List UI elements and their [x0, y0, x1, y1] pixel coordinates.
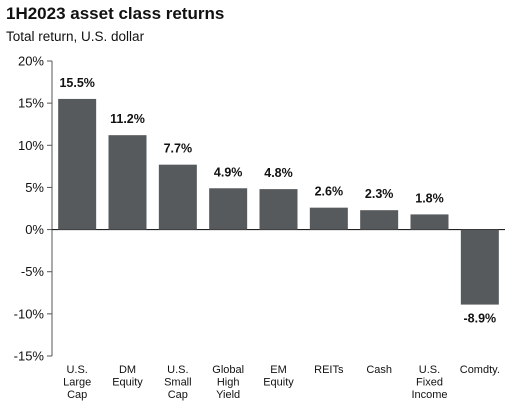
x-tick-label: U.S. Large Cap — [63, 364, 91, 401]
x-tick-label: DM Equity — [112, 364, 143, 389]
x-tick-label: Global High Yield — [212, 364, 244, 401]
y-tick-label: -10% — [14, 306, 45, 321]
bar — [460, 229, 499, 305]
x-tick-label: REITs — [314, 364, 344, 376]
bar — [108, 135, 147, 230]
data-label: 2.3% — [365, 187, 394, 201]
x-tick-label: Comdty. — [460, 364, 500, 376]
y-tick-label: 20% — [18, 54, 44, 69]
y-tick-label: 0% — [25, 222, 44, 237]
data-label: 2.6% — [315, 185, 344, 199]
x-tick-label: EM Equity — [263, 364, 294, 389]
y-tick-label: 10% — [18, 138, 44, 153]
bar — [259, 189, 298, 230]
bar — [158, 164, 197, 230]
y-tick-label: -5% — [21, 264, 45, 279]
chart-title: 1H2023 asset class returns — [6, 4, 225, 23]
data-label: 11.2% — [110, 112, 145, 126]
bar — [209, 188, 248, 230]
bar — [58, 98, 97, 230]
data-label: 4.8% — [264, 166, 293, 180]
bar — [309, 207, 348, 230]
x-tick-label: U.S. Fixed Income — [411, 364, 447, 401]
data-label: 15.5% — [59, 76, 94, 90]
x-tick-label: Cash — [366, 364, 392, 376]
data-label: 7.7% — [164, 142, 193, 156]
data-label: 4.9% — [214, 165, 243, 179]
data-label: 1.8% — [415, 191, 444, 205]
data-label: -8.9% — [464, 312, 497, 326]
x-tick-label: U.S. Small Cap — [164, 364, 192, 401]
bar — [410, 214, 449, 230]
y-tick-label: 15% — [18, 96, 44, 111]
y-tick-label: -15% — [14, 349, 45, 364]
chart-subtitle: Total return, U.S. dollar — [6, 29, 145, 44]
y-tick-label: 5% — [25, 180, 44, 195]
bar — [360, 210, 399, 230]
